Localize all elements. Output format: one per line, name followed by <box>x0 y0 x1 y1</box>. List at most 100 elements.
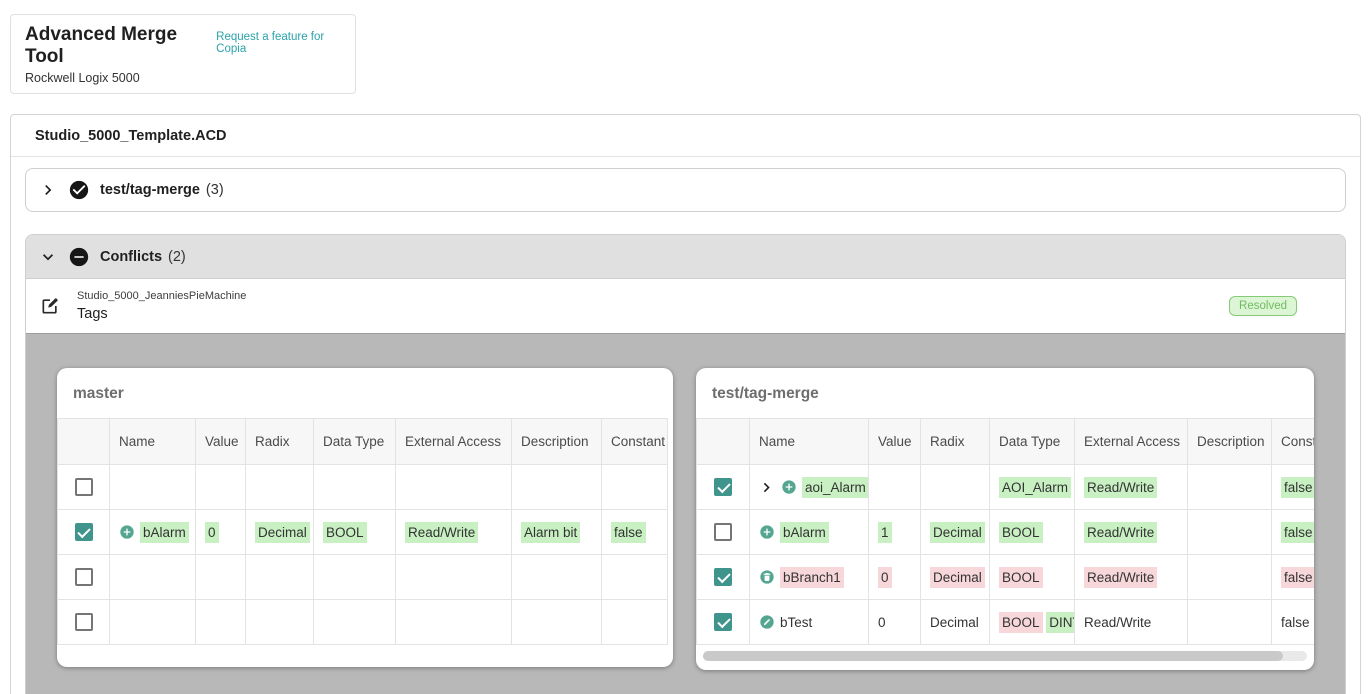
column-header: Name <box>109 418 196 465</box>
cell-description <box>511 464 602 510</box>
conflicts-header[interactable]: Conflicts (2) <box>26 235 1345 279</box>
delete-circle-icon <box>760 570 774 584</box>
name-cell <box>109 464 196 510</box>
cell-data_type: AOI_Alarm <box>989 464 1075 510</box>
cell-description <box>1187 554 1272 600</box>
master-title: master <box>73 385 124 402</box>
row-checkbox[interactable] <box>74 523 93 541</box>
app-title-row: Advanced Merge Tool Request a feature fo… <box>25 24 341 68</box>
cell-description <box>511 599 602 645</box>
edit-circle-icon <box>760 615 774 629</box>
expand-chevron-icon[interactable] <box>757 478 776 497</box>
cell-text: 0 <box>205 521 219 543</box>
scrollbar-thumb[interactable] <box>703 651 1283 661</box>
cell-text: Alarm bit <box>521 521 581 543</box>
cell-external_access: Read/Write <box>1074 554 1188 600</box>
cell-description <box>1187 509 1272 555</box>
table-row[interactable]: bAlarm 1 Decimal BOOL Read/Write false <box>696 509 1314 555</box>
cell-data_type <box>313 464 396 510</box>
row-checkbox[interactable] <box>714 568 732 586</box>
app-header-card: Advanced Merge Tool Request a feature fo… <box>10 14 356 94</box>
chevron-down-icon[interactable] <box>38 247 58 267</box>
feature-request-link[interactable]: Request a feature for Copia <box>216 31 325 55</box>
cell-text: false <box>1281 521 1314 543</box>
checkbox-cell <box>696 599 750 645</box>
column-header: Data Type <box>313 418 396 465</box>
name-cell: bTest <box>749 599 869 645</box>
horizontal-scrollbar[interactable] <box>703 651 1307 661</box>
table-row[interactable] <box>57 599 668 645</box>
column-header: Radix <box>245 418 314 465</box>
table-row[interactable]: bBranch1 0 Decimal BOOL Read/Write false <box>696 554 1314 600</box>
table-row[interactable]: bTest 0 Decimal BOOL DINT Read/Write false <box>696 599 1314 645</box>
cell-data_type: BOOL <box>313 509 396 555</box>
row-checkbox[interactable] <box>74 478 93 496</box>
checkbox-cell <box>696 464 750 510</box>
cell-constant: false <box>1271 464 1314 510</box>
cell-external_access <box>395 464 512 510</box>
cell-description: Alarm bit <box>511 509 602 555</box>
conflict-item-tags[interactable]: Studio_5000_JeanniesPieMachine Tags Reso… <box>26 279 1345 333</box>
cell-value: 0 <box>868 554 921 600</box>
cell-radix <box>920 464 990 510</box>
cell-text: DINT <box>1046 611 1074 633</box>
cell-radix <box>245 554 314 600</box>
cell-constant <box>601 554 668 600</box>
cell-data_type: BOOL DINT <box>989 599 1075 645</box>
cell-external_access: Read/Write <box>1074 599 1188 645</box>
cell-text: BOOL <box>323 521 367 543</box>
header-row: Name Value Radix Data Type External Access De… <box>696 418 1314 465</box>
cell-text: false <box>1281 614 1310 630</box>
cell-radix <box>245 464 314 510</box>
table-row[interactable]: aoi_Alarm AOI_Alarm Read/Write false <box>696 464 1314 510</box>
cell-text: Decimal <box>930 614 979 630</box>
cell-radix: Decimal <box>920 509 990 555</box>
table-row[interactable] <box>57 554 668 600</box>
cell-value <box>195 554 246 600</box>
cell-constant: false <box>601 509 668 555</box>
name-cell: aoi_Alarm <box>749 464 869 510</box>
master-table-mount: Name Value Radix Data Type External Access De… <box>57 418 673 645</box>
row-checkbox[interactable] <box>714 478 732 496</box>
cell-text: false <box>1281 476 1314 498</box>
cell-text: Decimal <box>255 521 310 543</box>
checkbox-cell <box>696 554 750 600</box>
row-checkbox[interactable] <box>714 523 732 541</box>
cell-text: Read/Write <box>1084 476 1158 498</box>
cell-value: 1 <box>868 509 921 555</box>
column-header: External Access <box>1074 418 1188 465</box>
name-cell: bAlarm <box>109 509 196 555</box>
row-checkbox[interactable] <box>714 613 732 631</box>
row-checkbox[interactable] <box>74 613 93 631</box>
cell-value <box>195 464 246 510</box>
chevron-right-icon[interactable] <box>38 180 58 200</box>
resolved-badge: Resolved <box>1229 296 1297 316</box>
cell-external_access: Read/Write <box>1074 509 1188 555</box>
checkbox-cell <box>57 509 110 555</box>
cell-text: 0 <box>878 614 886 630</box>
column-header: Description <box>511 418 602 465</box>
cell-radix: Decimal <box>920 599 990 645</box>
cell-value <box>868 464 921 510</box>
cell-constant: false <box>1271 599 1314 645</box>
conflicts-section: Conflicts (2) Studio_5000_JeanniesPieMac… <box>25 234 1346 694</box>
cell-data_type <box>313 554 396 600</box>
group-count: (3) <box>205 182 224 198</box>
cell-text: bAlarm <box>140 521 189 543</box>
group-test-tag-merge[interactable]: test/tag-merge (3) <box>25 168 1346 212</box>
cell-text: false <box>1281 566 1314 588</box>
cell-data_type: BOOL <box>989 554 1075 600</box>
branch-panel: test/tag-merge Name Value Radix Data Type Ex… <box>696 368 1314 670</box>
table-row[interactable] <box>57 464 668 510</box>
edit-square-icon <box>42 298 58 314</box>
cell-text: Read/Write <box>1084 521 1158 543</box>
table-row[interactable]: bAlarm 0 Decimal BOOL Read/Write Alarm bit fal… <box>57 509 668 555</box>
cell-text: Decimal <box>930 521 985 543</box>
column-header: Description <box>1187 418 1272 465</box>
cell-data_type: BOOL <box>989 509 1075 555</box>
cell-text: Read/Write <box>405 521 479 543</box>
branch-table: Name Value Radix Data Type External Access De… <box>696 418 1314 645</box>
checkbox-cell <box>696 509 750 555</box>
row-checkbox[interactable] <box>74 568 93 586</box>
cell-text: false <box>611 521 646 543</box>
